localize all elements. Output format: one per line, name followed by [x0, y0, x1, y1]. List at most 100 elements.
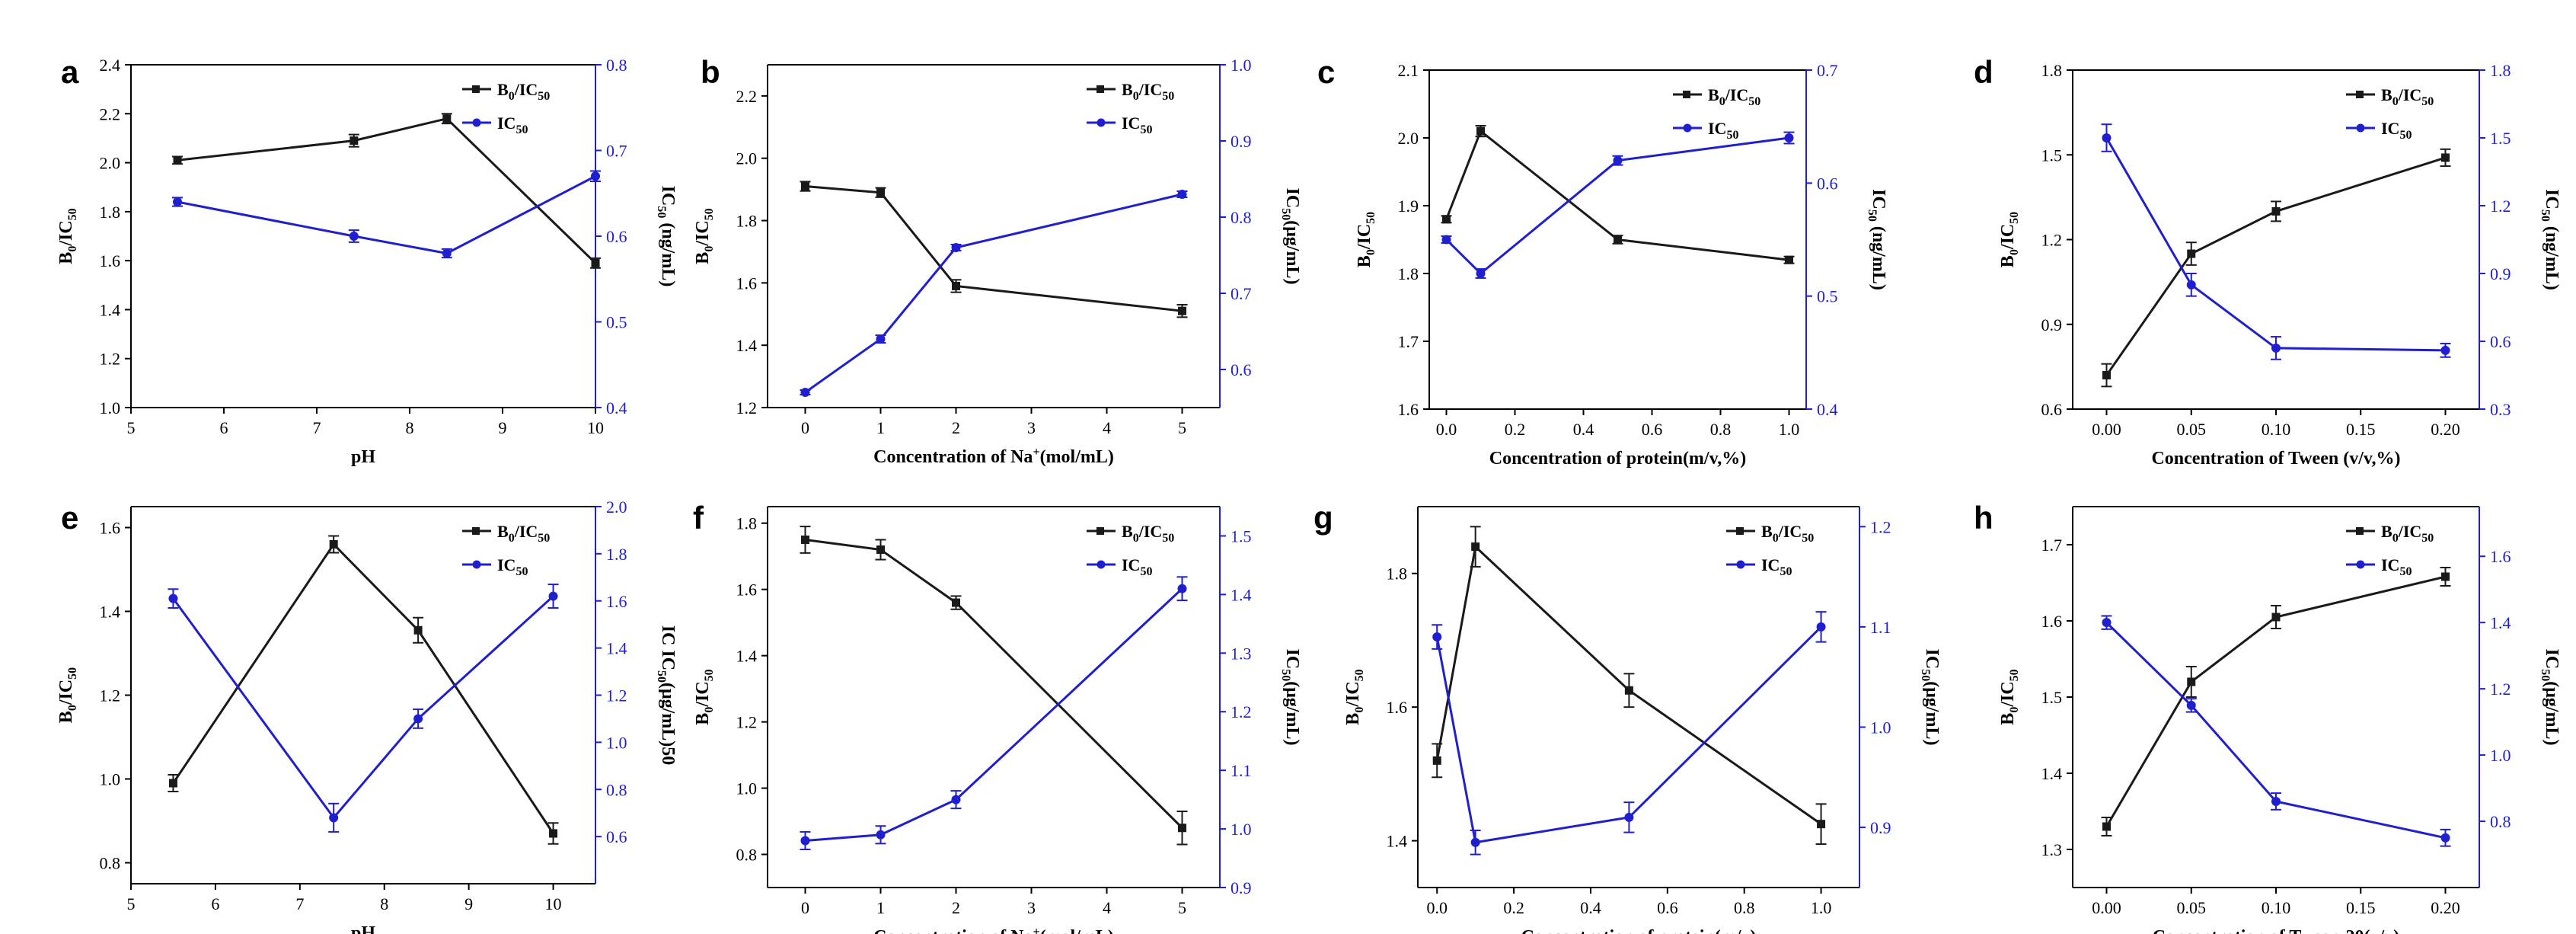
data-point — [1178, 824, 1186, 833]
y-tick-label: 1.9 — [1398, 197, 1419, 216]
y2-tick-label: 0.8 — [606, 56, 627, 75]
data-point — [1624, 686, 1633, 695]
x-tick-label: 0.2 — [1503, 898, 1524, 917]
y-tick-label: 0.9 — [2041, 315, 2063, 334]
y-tick-label: 1.8 — [100, 203, 121, 222]
x-tick-label: 2 — [952, 898, 960, 917]
chart-panel-a: a 5 6 7 8 9 10 1.0 1.2 1.4 1.6 1.8 2.0 2.2 2.4 0.4 0.5 0.… — [56, 54, 678, 467]
y2-tick-label: 0.4 — [606, 398, 627, 417]
x-tick-label: 5 — [1178, 418, 1186, 437]
y2-tick-label: 1.2 — [606, 686, 627, 705]
x-axis-title: pH — [351, 447, 375, 467]
series-line-b0-ic50 — [177, 117, 597, 264]
data-point — [876, 188, 885, 197]
series-line-b0-ic50 — [2105, 156, 2446, 376]
y-tick-label: 1.0 — [100, 398, 121, 417]
legend-marker — [1736, 560, 1745, 569]
y-tick-label: 2.0 — [736, 149, 758, 168]
x-tick-label: 1.0 — [1811, 898, 1832, 917]
data-point — [1441, 235, 1451, 245]
x-tick-label: 4 — [1103, 418, 1111, 437]
y-tick-label: 1.4 — [100, 603, 121, 622]
x-tick-label: 5 — [127, 418, 136, 437]
data-point — [952, 281, 960, 290]
y-tick-label: 2.4 — [100, 56, 121, 75]
legend-marker — [472, 118, 481, 127]
x-tick-label: 0.05 — [2177, 420, 2207, 439]
y-tick-label: 1.8 — [2041, 61, 2063, 80]
x-tick-label: 3 — [1027, 418, 1036, 437]
y2-tick-label: 0.6 — [606, 827, 627, 846]
x-tick-label: 0.20 — [2431, 420, 2460, 439]
data-point — [801, 535, 809, 544]
y2-tick-label: 1.8 — [606, 545, 627, 564]
y-axis-title: B0/IC50​ — [693, 208, 716, 264]
y2-tick-label: 0.9 — [1231, 132, 1252, 151]
y2-tick-label: 0.7 — [606, 142, 627, 161]
x-tick-label: 1.0 — [1779, 420, 1800, 439]
x-tick-label: 0.00 — [2092, 420, 2121, 439]
y2-tick-label: 1.2 — [2490, 197, 2511, 216]
legend-marker — [2356, 123, 2365, 133]
panel-letter: c — [1317, 54, 1335, 90]
data-point — [591, 171, 600, 181]
y-tick-label: 1.4 — [1387, 832, 1408, 851]
data-point — [2102, 133, 2112, 142]
x-tick-label: 0.6 — [1657, 898, 1678, 917]
y2-tick-label: 1.0 — [2490, 746, 2511, 765]
data-point — [591, 258, 600, 267]
data-point — [2441, 572, 2450, 581]
data-point — [2271, 206, 2281, 216]
data-point — [1432, 756, 1441, 765]
chart-panel-c: c 0.0 0.2 0.4 0.6 0.8 1.0 1.6 1.7 1.8 1.9 2.0 2.1 0.4… — [1317, 54, 1888, 469]
data-point — [2102, 822, 2111, 831]
y-tick-label: 1.6 — [736, 581, 758, 600]
x-tick-label: 9 — [499, 418, 507, 437]
data-point — [349, 232, 359, 241]
y2-axis-title: IC50(μg/mL) — [1919, 649, 1942, 746]
data-point — [168, 593, 178, 603]
y2-tick-label: 1.5 — [1231, 526, 1252, 545]
y-tick-label: 1.2 — [736, 398, 758, 417]
legend-label: IC50​ — [1122, 114, 1152, 136]
y-tick-label: 1.5 — [2041, 688, 2063, 707]
data-point — [442, 114, 452, 123]
x-tick-label: 3 — [1027, 898, 1036, 917]
y-tick-label: 1.3 — [2041, 840, 2063, 859]
x-axis-title: Concentration of protein(m/v,%) — [1489, 449, 1747, 469]
y-tick-label: 1.2 — [100, 686, 121, 705]
y2-tick-label: 1.4 — [2490, 613, 2511, 632]
y-tick-label: 1.6 — [736, 273, 758, 293]
y-tick-label: 2.0 — [1398, 129, 1419, 148]
y-tick-label: 1.6 — [1387, 698, 1408, 717]
x-tick-label: 0.4 — [1580, 898, 1601, 917]
series-line-ic50 — [177, 174, 596, 255]
x-tick-label: 0 — [801, 418, 809, 437]
series-line-b0-ic50 — [805, 185, 1183, 312]
data-point — [1432, 632, 1442, 642]
x-tick-label: 0.10 — [2262, 420, 2291, 439]
data-point — [2186, 280, 2196, 289]
y2-axis-title: IC IC50(μg/mL)50 — [655, 625, 678, 766]
data-point — [1177, 584, 1187, 593]
y2-tick-label: 2.0 — [606, 497, 627, 517]
x-axis-title: Concentration of Tween-20(v/v) — [2153, 927, 2399, 934]
legend-marker — [2356, 91, 2364, 98]
y2-tick-label: 1.0 — [606, 733, 627, 752]
y2-tick-label: 0.9 — [1870, 818, 1891, 837]
y-tick-label: 1.8 — [1387, 565, 1408, 584]
data-point — [876, 545, 885, 555]
y-tick-label: 1.4 — [736, 647, 758, 666]
y2-tick-label: 0.7 — [1231, 284, 1252, 303]
x-tick-label: 8 — [406, 418, 414, 437]
data-point — [2187, 249, 2196, 258]
legend-label: IC50​ — [497, 114, 528, 136]
x-tick-label: 10 — [587, 418, 604, 437]
x-tick-label: 0.8 — [1734, 898, 1755, 917]
y-tick-label: 2.2 — [100, 104, 121, 123]
y2-tick-label: 0.5 — [1817, 287, 1838, 306]
data-point — [1784, 133, 1794, 142]
panel-letter: d — [1974, 54, 1993, 90]
y-tick-label: 1.4 — [2041, 764, 2063, 783]
y2-tick-label: 0.5 — [606, 313, 627, 332]
